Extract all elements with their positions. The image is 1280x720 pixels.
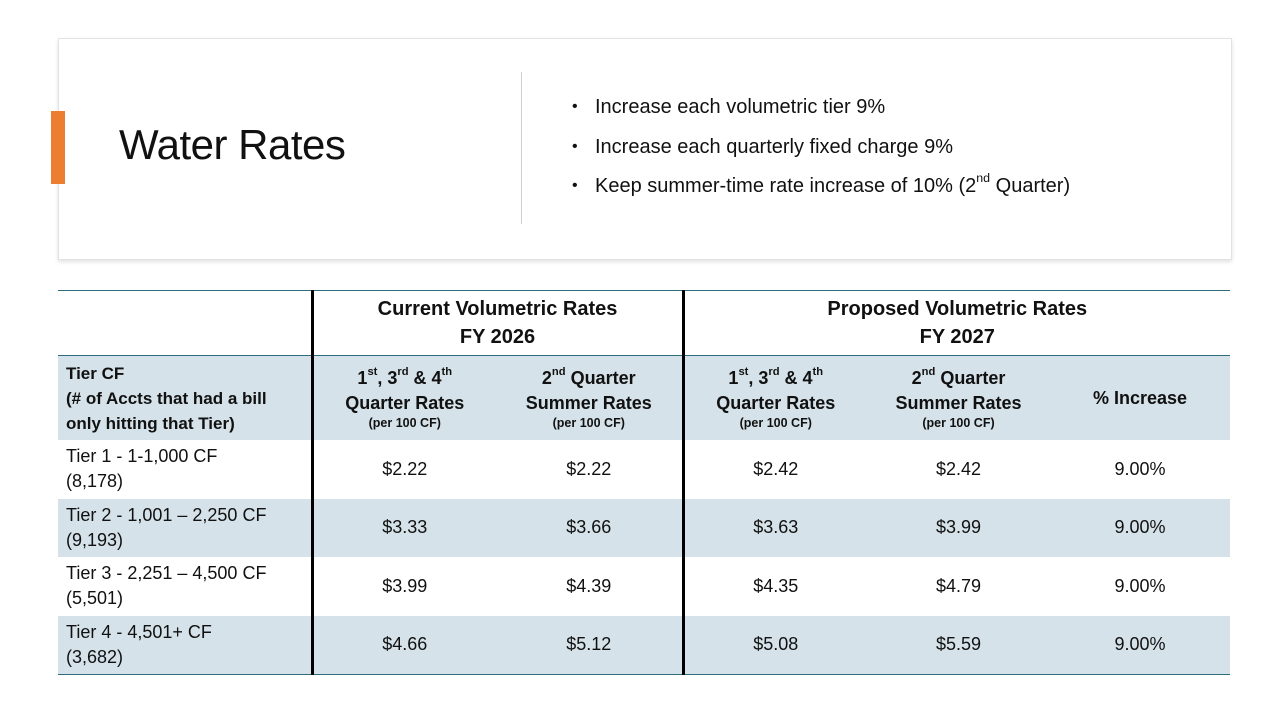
current-quarter-rate-cell: $3.33 bbox=[312, 498, 496, 557]
table-row: Tier 1 - 1-1,000 CF (8,178) $2.22 $2.22 $… bbox=[58, 440, 1230, 499]
column-header-row: Tier CF (# of Accts that had a bill only… bbox=[58, 355, 1231, 440]
table-row: Tier 2 - 1,001 – 2,250 CF (9,193) $3.33 $… bbox=[58, 498, 1231, 557]
percent-increase-cell: 9.00% bbox=[1114, 458, 1166, 479]
current-quarter-rates-header: 1st, 3rd & 4th Quarter Rates (per 100 CF… bbox=[312, 355, 496, 440]
proposed-rates-group-header: Proposed Volumetric Rates FY 2027 bbox=[683, 290, 1231, 356]
current-quarter-rate-cell: $4.66 bbox=[312, 615, 496, 675]
banner-divider bbox=[521, 72, 522, 224]
proposed-summer-rate-cell: $5.59 bbox=[867, 615, 1050, 675]
tier-column-header: Tier CF (# of Accts that had a bill only… bbox=[58, 355, 314, 440]
current-summer-rate-cell: $4.39 bbox=[496, 557, 685, 616]
bullet-item: • Increase each quarterly fixed charge 9% bbox=[572, 126, 1070, 166]
current-quarter-rate-cell: $3.99 bbox=[382, 575, 428, 596]
proposed-summer-rates-header: 2nd Quarter Summer Rates (per 100 CF) bbox=[867, 355, 1050, 440]
rates-table: Current Volumetric Rates FY 2026 Propose… bbox=[58, 290, 1231, 675]
title-banner bbox=[58, 38, 1232, 260]
percent-increase-cell: 9.00% bbox=[1050, 615, 1231, 675]
current-rates-group-header: Current Volumetric Rates FY 2026 bbox=[312, 290, 685, 356]
current-summer-rate-cell: $3.66 bbox=[496, 498, 685, 557]
slide-title: Water Rates bbox=[119, 121, 346, 168]
percent-increase-header: % Increase bbox=[1050, 355, 1231, 440]
accent-bar bbox=[51, 111, 65, 184]
empty-header-cell bbox=[58, 290, 314, 356]
bullet-dot-icon: • bbox=[572, 177, 578, 194]
tier-cell: Tier 3 - 2,251 – 4,500 CF (5,501) bbox=[58, 557, 314, 616]
current-summer-rate-cell: $2.22 bbox=[496, 440, 685, 499]
proposed-quarter-rate-cell: $2.42 bbox=[753, 458, 799, 479]
table-row: Tier 4 - 4,501+ CF (3,682) $4.66 $5.12 $5… bbox=[58, 615, 1231, 675]
group-header-row: Current Volumetric Rates FY 2026 Propose… bbox=[58, 290, 1231, 356]
proposed-quarter-rate-cell: $4.35 bbox=[753, 575, 799, 596]
percent-increase-cell: 9.00% bbox=[1114, 575, 1166, 596]
proposed-summer-rate-cell: $2.42 bbox=[935, 458, 982, 479]
current-quarter-rate-cell: $2.22 bbox=[382, 458, 428, 479]
proposed-summer-rate-cell: $3.99 bbox=[867, 498, 1050, 557]
proposed-quarter-rate-cell: $3.63 bbox=[683, 498, 867, 557]
proposed-quarter-rate-cell: $5.08 bbox=[683, 615, 867, 675]
bullet-item: • Increase each volumetric tier 9% bbox=[572, 86, 1070, 126]
table-row: Tier 3 - 2,251 – 4,500 CF (5,501) $3.99 $… bbox=[58, 557, 1230, 616]
bullet-list: • Increase each volumetric tier 9% • Incre… bbox=[572, 86, 1070, 205]
proposed-quarter-rates-header: 1st, 3rd & 4th Quarter Rates (per 100 CF… bbox=[683, 355, 867, 440]
bullet-dot-icon: • bbox=[572, 98, 578, 115]
bullet-item: • Keep summer-time rate increase of 10% (… bbox=[572, 165, 1070, 205]
tier-cell: Tier 2 - 1,001 – 2,250 CF (9,193) bbox=[58, 498, 314, 557]
bullet-dot-icon: • bbox=[572, 137, 578, 155]
current-summer-rates-header: 2nd Quarter Summer Rates (per 100 CF) bbox=[496, 355, 685, 440]
proposed-summer-rate-cell: $4.79 bbox=[935, 575, 982, 596]
tier-cell: Tier 1 - 1-1,000 CF (8,178) bbox=[58, 440, 314, 499]
tier-cell: Tier 4 - 4,501+ CF (3,682) bbox=[58, 615, 314, 675]
current-summer-rate-cell: $5.12 bbox=[496, 615, 685, 675]
percent-increase-cell: 9.00% bbox=[1050, 498, 1231, 557]
